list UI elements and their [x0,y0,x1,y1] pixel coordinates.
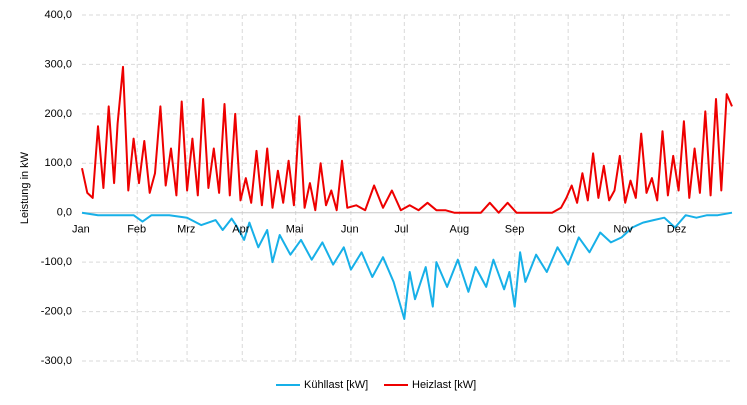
legend-label: Heizlast [kW] [412,379,476,391]
y-tick-label: 100,0 [44,157,72,169]
x-tick-label: Mrz [177,224,195,236]
series-line [81,65,733,214]
x-tick-label: Jul [394,224,408,236]
legend-label: Kühllast [kW] [304,379,368,391]
y-tick-label: -100,0 [41,256,72,268]
y-axis-label: Leistung in kW [19,151,31,224]
x-tick-label: Aug [450,224,470,236]
gridlines [82,14,732,362]
x-tick-label: Apr [232,224,249,236]
x-tick-label: Jun [341,224,359,236]
series-line [81,211,733,320]
y-tick-label: -300,0 [41,355,72,367]
x-tick-label: Dez [667,224,687,236]
x-tick-label: Okt [558,224,575,236]
series-lines [81,65,733,320]
legend: Kühllast [kW] Heizlast [kW] [276,379,476,391]
y-tick-label: 0,0 [57,207,72,219]
tick-labels: -300,0 -200,0 -100,0 0,0 100,0 200,0 300,0 400,… [41,9,687,367]
x-tick-label: Jan [72,224,90,236]
x-tick-label: Mai [286,224,304,236]
y-tick-label: 400,0 [44,9,72,21]
x-tick-label: Nov [613,224,633,236]
y-tick-label: -200,0 [41,305,72,317]
y-tick-label: 200,0 [44,108,72,120]
x-tick-label: Feb [127,224,146,236]
x-tick-label: Sep [505,224,525,236]
y-tick-label: 300,0 [44,58,72,70]
